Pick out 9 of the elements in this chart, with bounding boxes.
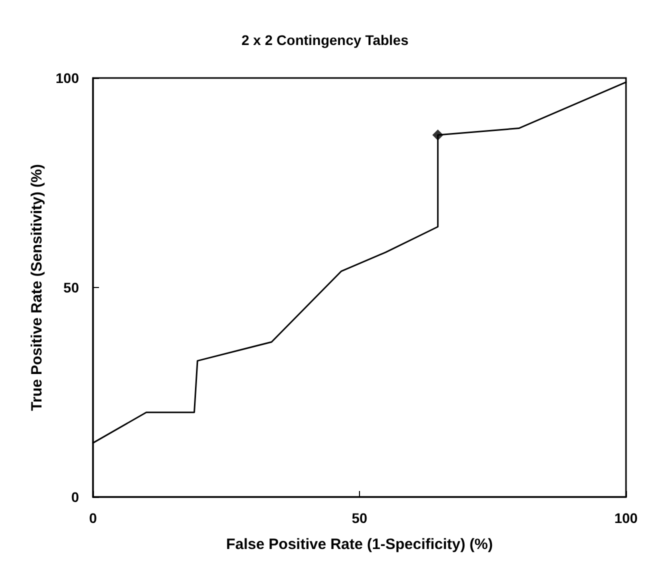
- chart-title: 2 x 2 Contingency Tables: [241, 32, 409, 48]
- y-tick-label: 0: [71, 489, 80, 505]
- x-tick-label: 100: [614, 510, 638, 526]
- x-axis-title: False Positive Rate (1-Specificity) (%): [226, 536, 493, 553]
- y-tick-label: 100: [56, 70, 80, 86]
- y-tick-label: 50: [63, 280, 80, 296]
- x-tick-label: 50: [352, 510, 368, 526]
- x-tick-label: 0: [89, 510, 98, 526]
- y-axis-title: True Positive Rate (Sensitivity) (%): [28, 164, 46, 411]
